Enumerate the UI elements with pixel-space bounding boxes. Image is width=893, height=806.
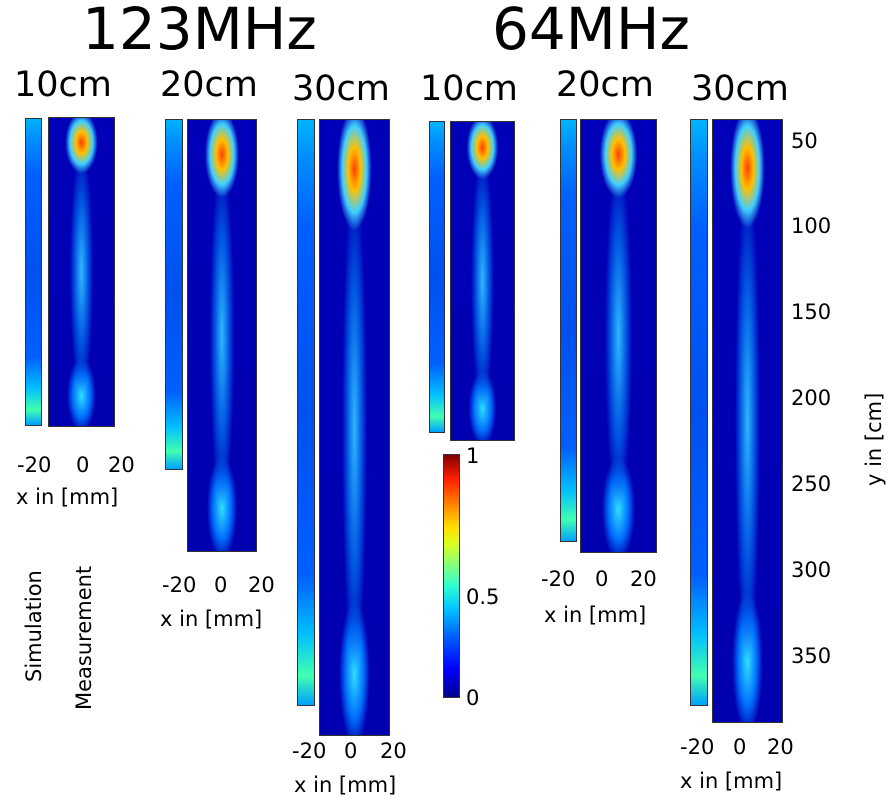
x-tick-label: 0 — [595, 567, 609, 591]
x-tick-label: 20 — [630, 567, 657, 591]
x-tick-label: 20 — [380, 739, 407, 763]
colorbar-tick-label: 0.5 — [466, 585, 500, 609]
heatmap-panel-measurement-123mhz-30cm — [319, 119, 390, 736]
colorbar-tick-label: 0 — [466, 686, 480, 710]
row-label-measurement: Measurement — [72, 565, 96, 710]
y-tick-label: 350 — [791, 644, 832, 668]
heatmap-panel-measurement-64mhz-20cm — [580, 119, 657, 553]
y-tick-label: 250 — [791, 472, 832, 496]
x-tick-label: -20 — [541, 567, 576, 591]
heatmap-panel-simulation-123mhz-20cm — [165, 119, 183, 470]
colorbar — [443, 454, 460, 698]
x-tick-label: 20 — [108, 453, 135, 477]
length-label-64-10cm: 10cm — [420, 69, 518, 109]
heatmap-panel-measurement-64mhz-10cm — [450, 121, 515, 441]
colorbar-tick-label: 1 — [466, 444, 480, 468]
x-tick-label: -20 — [680, 735, 715, 759]
x-axis-label: x in [mm] — [544, 603, 647, 627]
x-axis-label: x in [mm] — [680, 769, 783, 793]
heatmap-panel-measurement-64mhz-30cm — [712, 119, 783, 723]
x-axis-label: x in [mm] — [160, 607, 263, 631]
freq-label-123mhz: 123MHz — [82, 0, 317, 63]
length-label-123-30cm: 30cm — [292, 69, 390, 109]
x-tick-label: 0 — [344, 739, 358, 763]
y-tick-label: 200 — [791, 386, 832, 410]
x-tick-label: 0 — [214, 573, 228, 597]
length-label-64-30cm: 30cm — [691, 69, 789, 109]
heatmap-panel-measurement-123mhz-10cm — [48, 117, 115, 427]
y-tick-label: 100 — [791, 214, 832, 238]
x-tick-label: -20 — [17, 453, 52, 477]
length-label-123-20cm: 20cm — [160, 65, 258, 105]
length-label-123-10cm: 10cm — [14, 65, 112, 105]
x-tick-label: 20 — [248, 573, 275, 597]
heatmap-panel-simulation-64mhz-20cm — [560, 119, 577, 542]
x-tick-label: 20 — [767, 735, 794, 759]
heatmap-panel-measurement-123mhz-20cm — [187, 119, 257, 552]
y-tick-label: 150 — [791, 300, 832, 324]
heatmap-panel-simulation-123mhz-30cm — [297, 119, 315, 706]
x-tick-label: -20 — [292, 739, 327, 763]
x-axis-label: x in [mm] — [294, 773, 397, 797]
x-axis-label: x in [mm] — [16, 485, 119, 509]
heatmap-panel-simulation-123mhz-10cm — [25, 118, 42, 426]
x-tick-label: 0 — [733, 735, 747, 759]
freq-label-64mhz: 64MHz — [492, 0, 690, 63]
heatmap-panel-simulation-64mhz-10cm — [429, 121, 445, 433]
y-axis-label: y in [cm] — [862, 392, 886, 486]
y-tick-label: 300 — [791, 558, 832, 582]
row-label-simulation: Simulation — [22, 570, 46, 682]
x-tick-label: -20 — [162, 573, 197, 597]
x-tick-label: 0 — [76, 453, 90, 477]
length-label-64-20cm: 20cm — [556, 65, 654, 105]
y-tick-label: 50 — [791, 129, 818, 153]
heatmap-panel-simulation-64mhz-30cm — [690, 119, 708, 706]
